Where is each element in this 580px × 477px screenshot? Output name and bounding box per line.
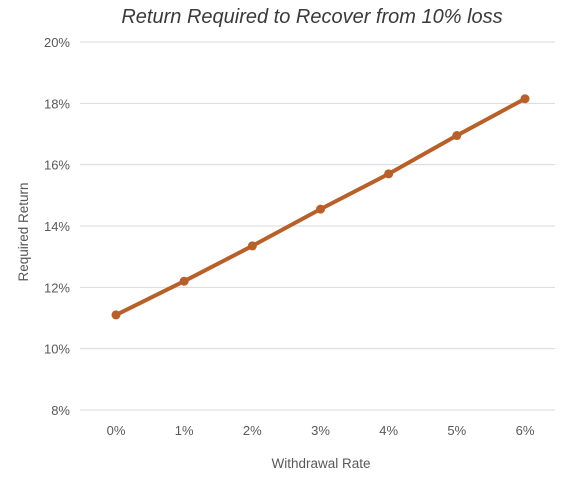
- y-tick-label: 8%: [51, 403, 70, 418]
- x-tick-label: 4%: [379, 423, 398, 438]
- x-tick-label: 3%: [311, 423, 330, 438]
- data-point: [179, 276, 189, 286]
- data-point: [247, 241, 257, 251]
- y-tick-label: 14%: [44, 219, 70, 234]
- data-point: [452, 131, 462, 141]
- y-axis-label: Required Return: [16, 182, 31, 281]
- x-axis-ticks: 0% 1% 2% 3% 4% 5% 6%: [107, 423, 535, 438]
- chart-title: Return Required to Recover from 10% loss: [121, 6, 502, 28]
- data-point: [111, 310, 121, 320]
- x-tick-label: 0%: [107, 423, 126, 438]
- y-tick-label: 18%: [44, 96, 70, 111]
- y-tick-label: 20%: [44, 35, 70, 50]
- data-point: [384, 169, 394, 179]
- x-axis-label: Withdrawal Rate: [271, 456, 370, 471]
- data-point: [316, 204, 325, 214]
- x-tick-label: 1%: [175, 423, 194, 438]
- y-tick-label: 16%: [44, 158, 70, 173]
- y-axis-ticks: 8% 10% 12% 14% 16% 18% 20%: [44, 35, 70, 418]
- y-tick-label: 10%: [44, 342, 70, 357]
- x-tick-label: 5%: [447, 423, 466, 438]
- series-layer: [111, 94, 530, 320]
- x-tick-label: 6%: [516, 423, 535, 438]
- x-tick-label: 2%: [243, 423, 262, 438]
- y-tick-label: 12%: [44, 280, 70, 295]
- gridlines: [80, 41, 555, 411]
- data-point: [520, 94, 530, 104]
